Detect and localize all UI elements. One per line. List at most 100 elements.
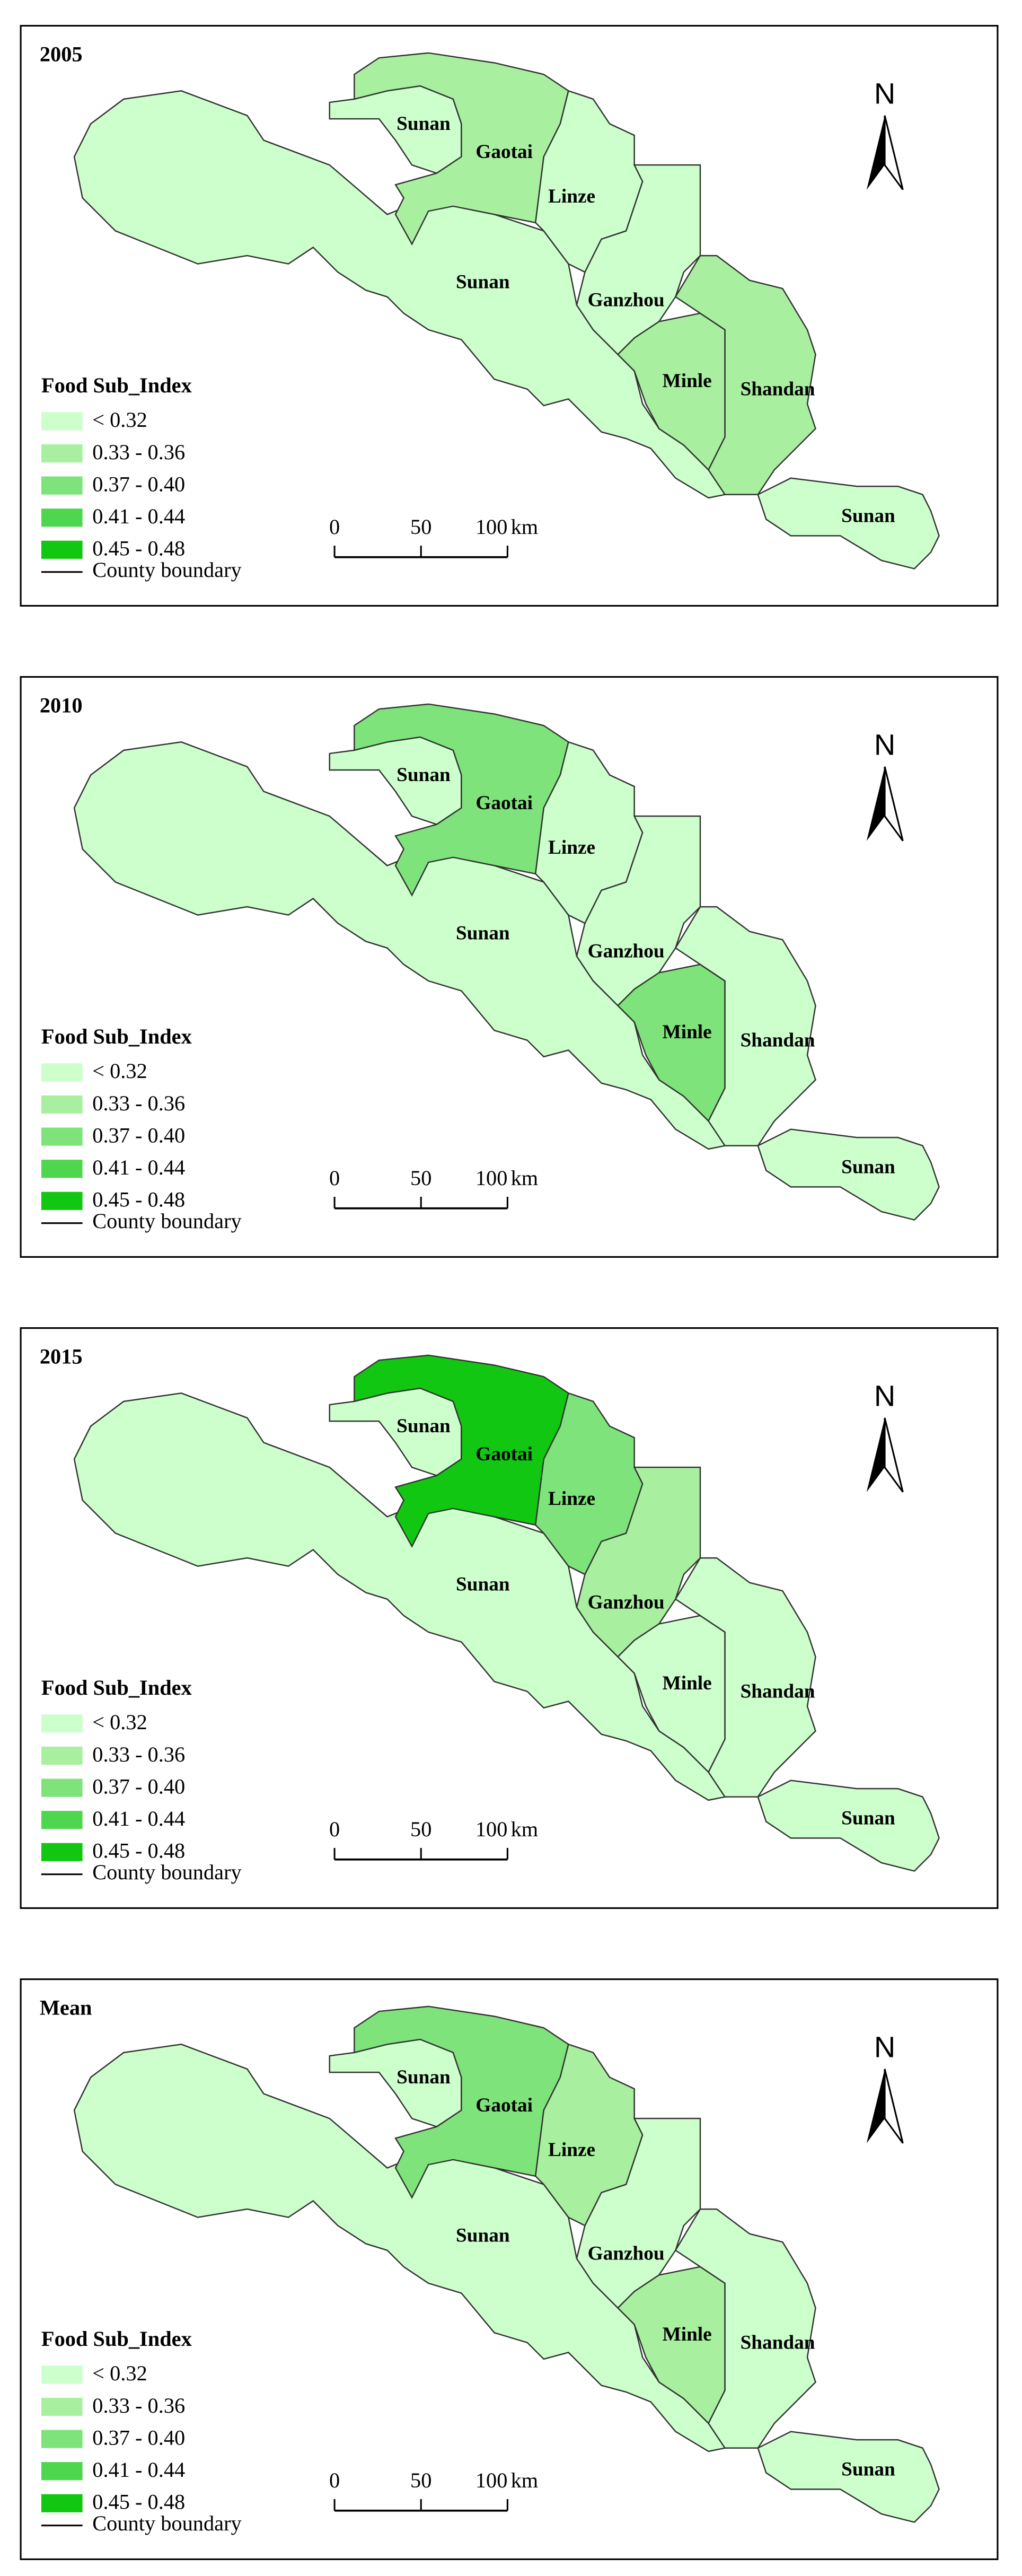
scale-tick-label: 100 xyxy=(475,1817,508,1841)
region-label: Minle xyxy=(663,1021,712,1043)
legend-swatch xyxy=(41,1843,83,1861)
scale-tick-label: 50 xyxy=(410,2468,431,2492)
legend-swatch xyxy=(41,2462,83,2481)
region-label: Shandan xyxy=(741,1680,815,1702)
region-label: Gaotai xyxy=(475,141,533,163)
legend-swatch xyxy=(41,1811,83,1829)
north-label: N xyxy=(874,76,895,110)
legend-title: Food Sub_Index xyxy=(41,2327,192,2351)
scale-tick-label: 0 xyxy=(329,2468,340,2492)
county-region xyxy=(354,52,569,246)
legend-swatch xyxy=(41,2365,83,2384)
county-region xyxy=(757,1780,940,1872)
scale-unit: km xyxy=(511,2468,539,2492)
region-label: Sunan xyxy=(397,113,451,135)
scale-unit: km xyxy=(511,1166,539,1190)
legend-swatch xyxy=(41,412,83,431)
north-arrow-left xyxy=(866,766,885,841)
legend-label: 0.37 - 0.40 xyxy=(92,2425,185,2449)
north-label: N xyxy=(874,728,895,761)
region-label: Minle xyxy=(663,370,712,392)
region-label: Linze xyxy=(548,1488,595,1510)
legend-label: 0.45 - 0.48 xyxy=(92,537,185,560)
legend-label: 0.33 - 0.36 xyxy=(92,440,185,464)
region-label: Sunan xyxy=(456,271,510,293)
scale-tick-label: 0 xyxy=(329,1166,340,1190)
panel-title: Mean xyxy=(40,1995,92,2019)
scale-tick-label: 100 xyxy=(475,2468,508,2492)
legend-label: 0.41 - 0.44 xyxy=(92,1155,185,1179)
legend-label: < 0.32 xyxy=(92,408,147,432)
scale-tick-label: 100 xyxy=(475,1166,508,1190)
scale-tick-label: 0 xyxy=(329,1817,340,1841)
legend-title: Food Sub_Index xyxy=(41,1676,192,1699)
region-label: Sunan xyxy=(397,2066,451,2088)
legend-label: 0.37 - 0.40 xyxy=(92,472,185,496)
legend-label: 0.37 - 0.40 xyxy=(92,1774,185,1798)
north-label: N xyxy=(874,2030,895,2063)
region-label: Sunan xyxy=(397,764,451,786)
panel-title: 2015 xyxy=(40,1344,83,1368)
legend-swatch xyxy=(41,2397,83,2416)
region-label: Ganzhou xyxy=(588,941,665,962)
legend-label: 0.33 - 0.36 xyxy=(92,1742,185,1766)
county-region xyxy=(674,2208,816,2449)
legend-swatch xyxy=(41,1191,83,1210)
panel-title: 2010 xyxy=(40,693,83,717)
legend-label: 0.45 - 0.48 xyxy=(92,1188,185,1212)
legend-swatch xyxy=(41,2494,83,2512)
legend-swatch xyxy=(41,2430,83,2448)
legend-label: 0.45 - 0.48 xyxy=(92,2490,185,2514)
north-arrow-right xyxy=(884,1417,904,1493)
legend-swatch xyxy=(41,1778,83,1797)
county-region xyxy=(674,1557,816,1798)
region-label: Sunan xyxy=(841,1808,895,1829)
region-label: Minle xyxy=(663,1672,712,1694)
legend-label: 0.33 - 0.36 xyxy=(92,2394,185,2417)
panel-title: 2005 xyxy=(40,42,83,66)
region-label: Sunan xyxy=(456,922,510,944)
region-label: Gaotai xyxy=(475,1443,533,1465)
region-label: Ganzhou xyxy=(588,1592,665,1614)
legend-label: < 0.32 xyxy=(92,1059,147,1083)
legend-label: < 0.32 xyxy=(92,1710,147,1734)
legend-swatch xyxy=(41,540,83,559)
legend-boundary-label: County boundary xyxy=(92,558,242,582)
map-panel: 2010 Sunan Sunan Gaotai Linze Ganzhou Minle Sha… xyxy=(20,676,999,1258)
north-arrow-right xyxy=(884,2069,904,2144)
scale-tick-label: 0 xyxy=(329,515,340,539)
legend-label: < 0.32 xyxy=(92,2361,147,2385)
scale-tick-label: 50 xyxy=(410,1166,431,1190)
scale-unit: km xyxy=(511,1817,539,1841)
map-panel: Mean Sunan Sunan Gaotai Linze Ganzhou Minle Sha… xyxy=(20,1978,999,2560)
region-label: Gaotai xyxy=(475,2095,533,2116)
scale-tick-label: 50 xyxy=(410,515,431,539)
region-label: Linze xyxy=(548,2139,595,2161)
map-panel: 2005 Sunan Sunan Gaotai Linze Ganzhou Minle Sha… xyxy=(20,25,999,607)
legend-label: 0.37 - 0.40 xyxy=(92,1123,185,1147)
legend-boundary-label: County boundary xyxy=(92,1860,242,1884)
legend-swatch xyxy=(41,444,83,463)
county-region xyxy=(354,703,569,897)
county-region xyxy=(757,2431,940,2523)
region-label: Sunan xyxy=(456,1573,510,1595)
legend-swatch xyxy=(41,1160,83,1178)
region-label: Linze xyxy=(548,186,595,207)
legend-swatch xyxy=(41,1746,83,1765)
region-label: Shandan xyxy=(741,378,815,400)
region-label: Sunan xyxy=(841,2459,895,2481)
legend-label: 0.41 - 0.44 xyxy=(92,1807,185,1830)
legend-label: 0.45 - 0.48 xyxy=(92,1839,185,1863)
north-arrow-right xyxy=(884,766,904,842)
region-label: Sunan xyxy=(456,2224,510,2246)
north-arrow-left xyxy=(866,115,885,190)
legend-swatch xyxy=(41,509,83,527)
legend-swatch xyxy=(41,476,83,495)
legend-swatch xyxy=(41,1714,83,1733)
scale-unit: km xyxy=(511,515,539,539)
region-label: Linze xyxy=(548,837,595,858)
legend-boundary-label: County boundary xyxy=(92,1209,242,1233)
north-label: N xyxy=(874,1379,895,1412)
county-region xyxy=(354,2005,569,2199)
